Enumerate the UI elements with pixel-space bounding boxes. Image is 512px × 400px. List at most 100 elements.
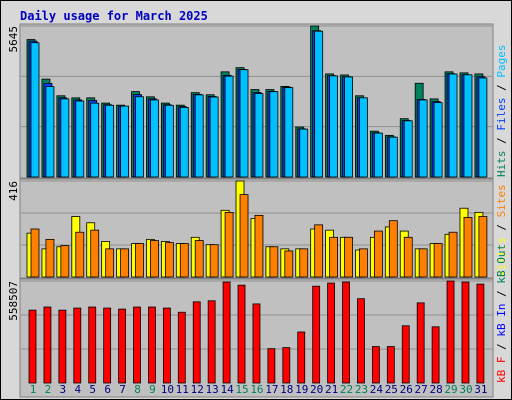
bar	[284, 250, 294, 278]
legend: kB F / kB In / kB Out	[495, 244, 508, 383]
bar	[179, 107, 189, 178]
bar	[118, 308, 126, 384]
bar	[150, 99, 159, 178]
bar	[73, 307, 82, 384]
bar	[75, 100, 85, 178]
bar	[433, 102, 443, 178]
bar	[388, 136, 398, 178]
legend: Visits / Sites	[495, 184, 508, 277]
bar	[403, 236, 413, 278]
x-tick-label: 16	[250, 383, 263, 396]
bar	[299, 248, 309, 278]
bar	[90, 229, 100, 278]
bar	[446, 280, 455, 384]
bar	[237, 284, 246, 384]
x-tick-label: 28	[429, 383, 442, 396]
legend-separator: /	[495, 284, 508, 304]
bar	[342, 281, 350, 384]
legend-separator: /	[495, 78, 508, 98]
bar	[299, 128, 309, 178]
x-tick-label: 26	[400, 383, 413, 396]
bar	[418, 248, 428, 278]
legend-entry: Hits	[495, 151, 508, 178]
x-tick-label: 7	[119, 383, 126, 396]
bar	[416, 302, 425, 384]
bar	[239, 194, 249, 278]
legend-entry: kB F	[495, 357, 508, 384]
bar	[254, 93, 264, 178]
bar	[239, 69, 249, 178]
bar	[478, 216, 488, 278]
bar	[359, 248, 368, 278]
bar	[224, 75, 234, 178]
y-tick-label: 5645	[7, 26, 20, 53]
bar	[269, 91, 279, 178]
x-tick-label: 3	[60, 383, 67, 396]
bar	[373, 230, 383, 278]
bar	[60, 245, 70, 278]
bar	[476, 283, 485, 384]
x-tick-label: 22	[340, 383, 353, 396]
bar	[90, 102, 100, 178]
bar	[329, 236, 339, 278]
bar	[194, 240, 204, 278]
bar	[314, 30, 324, 178]
x-tick-label: 13	[206, 383, 219, 396]
bar	[297, 331, 306, 384]
bar	[133, 306, 141, 384]
x-tick-label: 4	[74, 383, 81, 396]
legend-entry: Visits	[495, 237, 508, 277]
bar	[344, 76, 353, 178]
bar	[207, 300, 216, 384]
bar	[254, 214, 264, 278]
legend: Hits / Files / Pages	[495, 45, 508, 178]
x-tick-label: 17	[265, 383, 278, 396]
bar	[30, 228, 40, 278]
bar	[43, 306, 52, 384]
y-tick-label: 416	[7, 181, 20, 201]
x-tick-label: 8	[134, 383, 141, 396]
y-tick-label: 558507	[7, 281, 20, 321]
x-tick-label: 12	[191, 383, 204, 396]
bar	[386, 346, 395, 384]
legend-separator: /	[495, 337, 508, 357]
legend-entry: Sites	[495, 184, 508, 217]
bar	[88, 306, 97, 384]
bar	[148, 306, 156, 384]
x-tick-label: 15	[235, 383, 248, 396]
bar	[357, 298, 365, 384]
bar	[164, 242, 174, 278]
bar	[267, 348, 276, 384]
bar	[28, 309, 37, 384]
bar	[60, 98, 70, 178]
bar	[269, 246, 279, 278]
bar	[314, 224, 324, 278]
x-tick-label: 10	[161, 383, 174, 396]
bar	[448, 231, 458, 278]
x-tick-label: 30	[459, 383, 472, 396]
bar	[45, 238, 55, 278]
legend-entry: kB In	[495, 304, 508, 337]
x-tick-label: 31	[474, 383, 487, 396]
x-tick-label: 5	[89, 383, 96, 396]
x-tick-label: 23	[355, 383, 368, 396]
bar	[224, 211, 234, 278]
bar	[135, 243, 144, 278]
bar	[403, 120, 413, 178]
x-tick-label: 11	[176, 383, 189, 396]
bar	[164, 104, 174, 178]
bar	[371, 346, 380, 384]
x-tick-label: 18	[280, 383, 293, 396]
x-tick-label: 25	[385, 383, 398, 396]
x-tick-label: 21	[325, 383, 338, 396]
bar	[105, 248, 115, 278]
bar	[463, 74, 473, 178]
bar	[222, 281, 231, 384]
bar	[58, 309, 67, 384]
bar	[388, 220, 398, 278]
bar	[120, 248, 129, 278]
bar	[284, 87, 294, 178]
bar	[177, 311, 186, 384]
x-tick-label: 9	[149, 383, 156, 396]
bar	[45, 86, 55, 178]
